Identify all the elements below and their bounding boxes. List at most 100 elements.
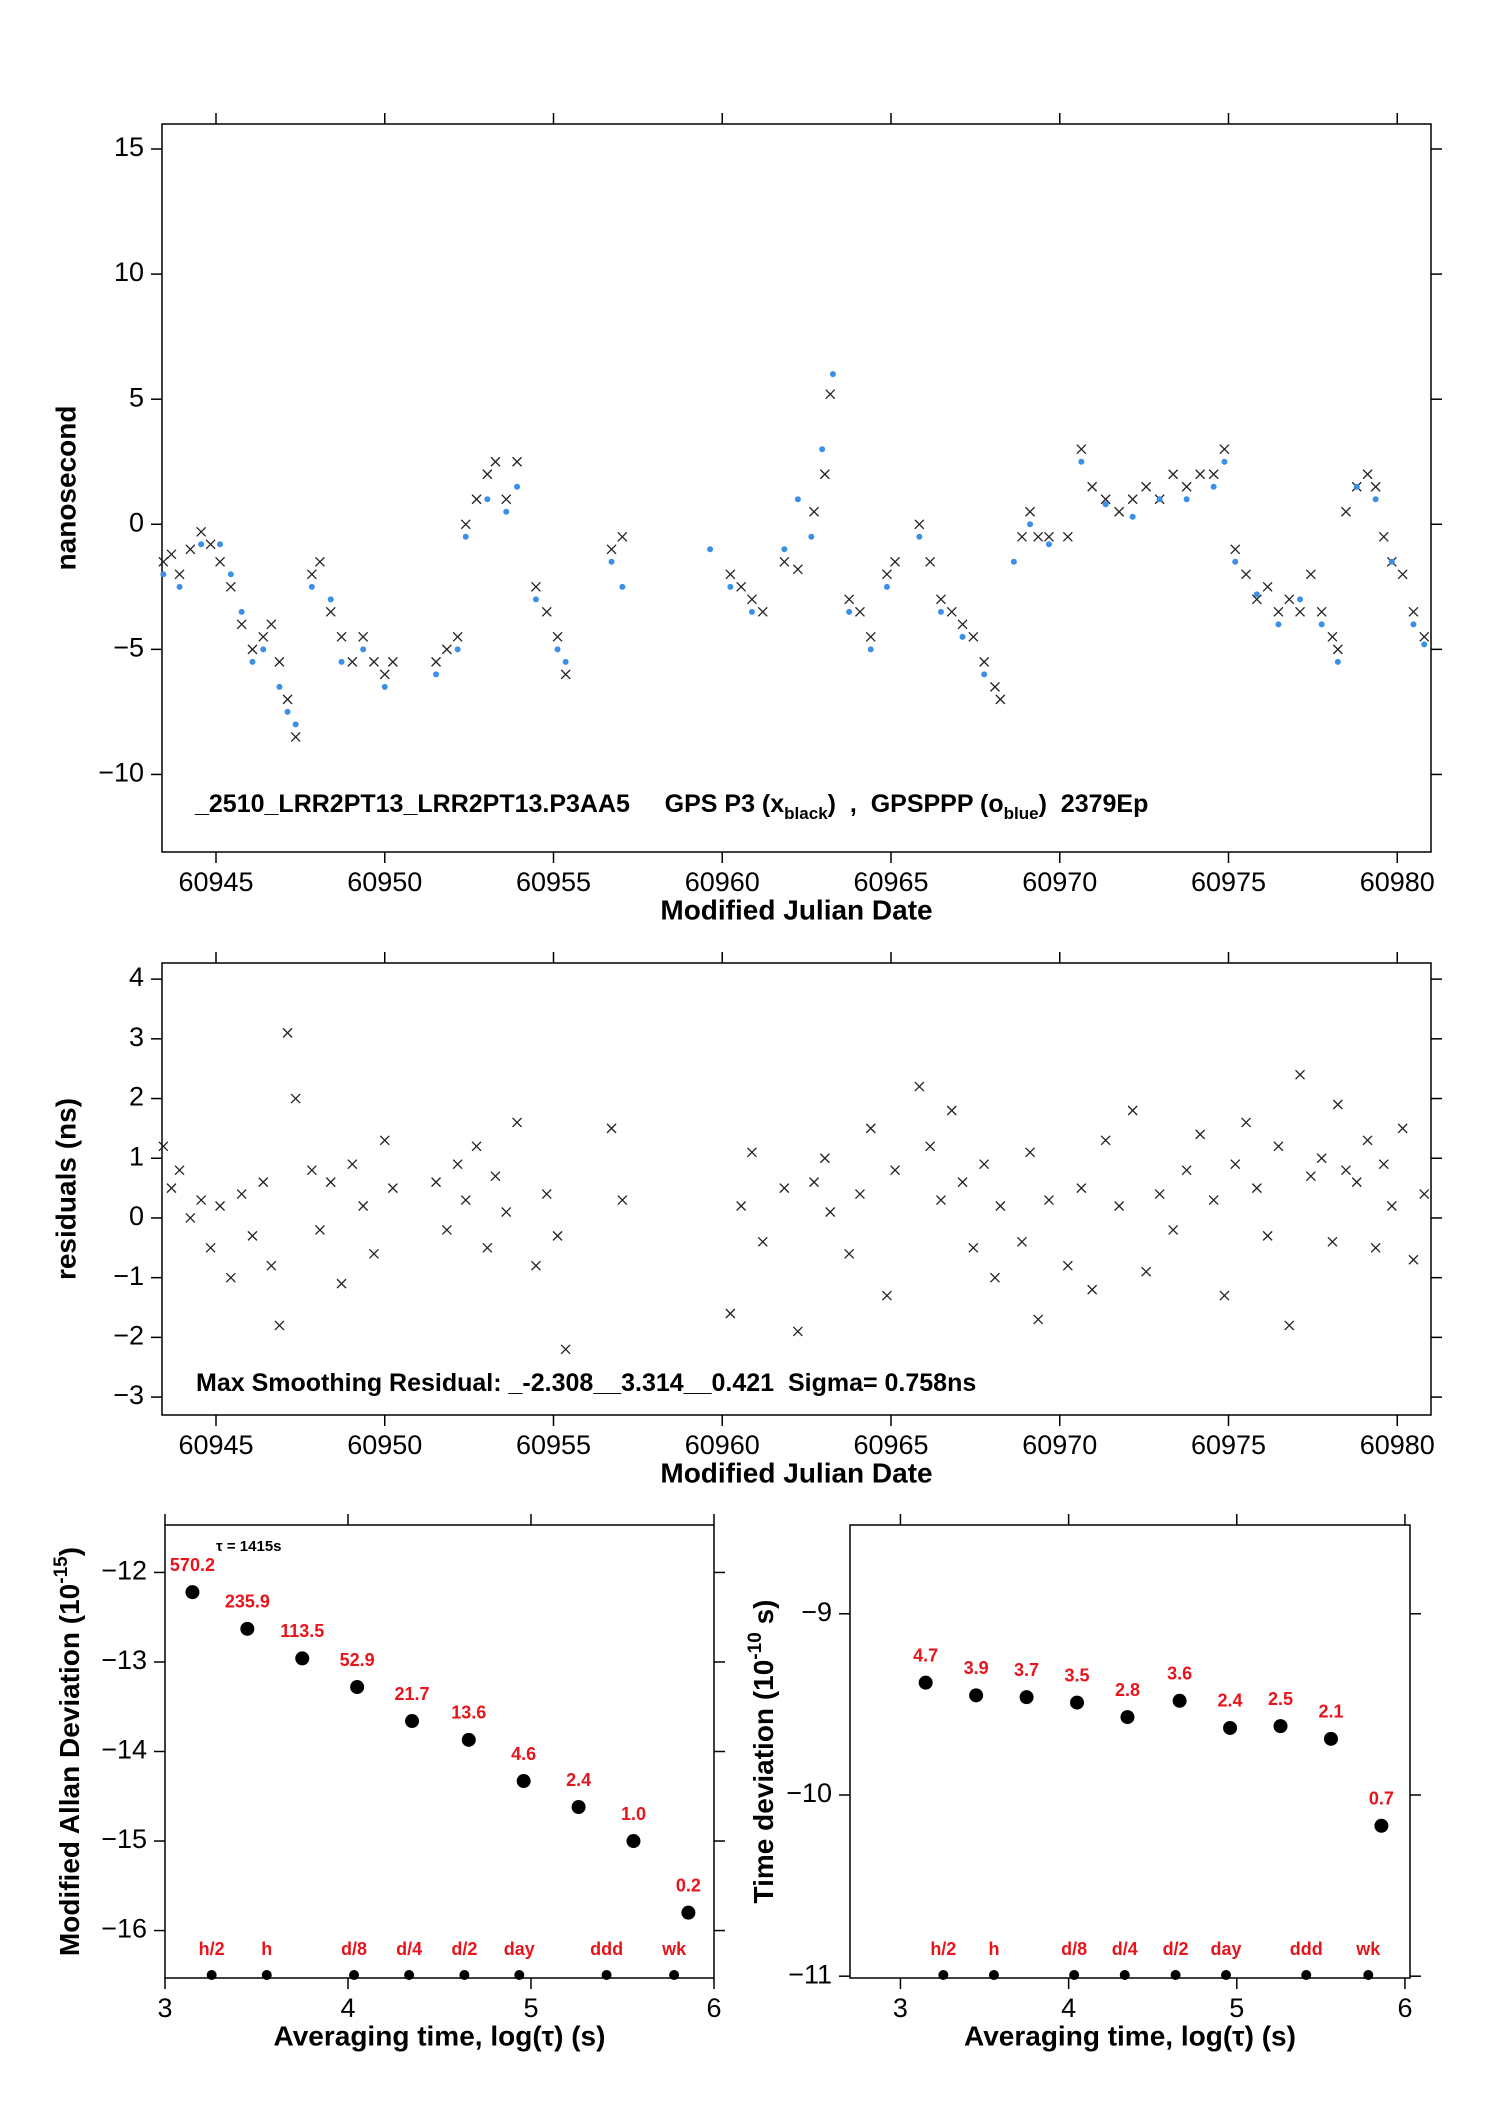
x-point <box>1033 531 1044 542</box>
x-point <box>844 1248 855 1259</box>
y-axis-title-part: ) <box>54 1547 85 1556</box>
y-tick-label: −11 <box>788 1959 832 1989</box>
dot-point <box>981 671 988 678</box>
x-point <box>979 656 990 667</box>
x-point <box>215 1201 226 1211</box>
point-label: 3.5 <box>1065 1665 1090 1685</box>
x-point <box>1025 1147 1036 1158</box>
x-point <box>387 1183 398 1194</box>
y-tick-label: −3 <box>113 1380 144 1410</box>
point <box>461 1732 476 1747</box>
x-tick-label: 60950 <box>347 1430 422 1460</box>
y-tick-label: −5 <box>113 632 144 662</box>
x-point <box>606 544 617 555</box>
x-point <box>325 1177 336 1188</box>
dot-point <box>748 608 755 615</box>
x-point <box>1340 506 1351 517</box>
plot-frame <box>849 1524 1411 1979</box>
x-point <box>166 549 177 560</box>
dot-point <box>819 446 826 453</box>
x-axis-title: Averaging time, log(τ) (s) <box>274 2020 606 2051</box>
dot-point <box>794 496 801 503</box>
x-tick-label: 5 <box>1229 1993 1244 2023</box>
x-axis-title: Modified Julian Date <box>660 1457 932 1488</box>
x-point <box>1016 1236 1027 1247</box>
x-point <box>1141 481 1152 492</box>
x-point <box>482 1242 493 1253</box>
x-point <box>1378 531 1389 542</box>
x-point <box>512 456 523 467</box>
x-point <box>1168 469 1179 480</box>
x-point <box>819 1153 830 1164</box>
y-tick-label: −10 <box>98 758 144 788</box>
x-point <box>854 1189 865 1200</box>
y-tick-label: −2 <box>113 1321 144 1351</box>
interval-label: d/2 <box>451 1939 477 1959</box>
x-point <box>968 1242 979 1253</box>
x-point <box>1408 606 1419 617</box>
point-label: 2.4 <box>1218 1691 1243 1711</box>
x-point <box>431 1177 442 1188</box>
x-point <box>1208 469 1219 480</box>
x-point <box>779 556 790 567</box>
x-point <box>1076 444 1087 455</box>
x-point <box>1332 644 1343 655</box>
x-tick-label: 60945 <box>178 1430 253 1460</box>
x-point <box>1154 1189 1165 1200</box>
y-axis-title-part: Time deviation (10 <box>748 1660 779 1904</box>
x-point <box>174 1165 185 1176</box>
x-point <box>1016 531 1027 542</box>
x-point <box>1262 581 1273 592</box>
y-tick-label: 4 <box>129 962 144 992</box>
x-tick-label: 4 <box>340 1993 355 2023</box>
x-point <box>1195 1129 1206 1140</box>
x-point <box>274 1320 285 1331</box>
x-point <box>452 631 463 642</box>
annotation-part: ) 2379Ep <box>1039 790 1149 818</box>
dot-point <box>1210 483 1217 490</box>
x-point <box>336 1278 347 1289</box>
plot-frame <box>161 123 1432 853</box>
dot-point <box>514 483 521 490</box>
interval-marker <box>1170 1970 1181 1980</box>
y-tick-label: 10 <box>114 257 144 287</box>
x-point <box>757 606 768 617</box>
y-tick-label: −13 <box>101 1645 147 1675</box>
x-point <box>1305 569 1316 580</box>
x-point <box>1043 1195 1054 1206</box>
x-point <box>1386 1201 1397 1211</box>
dot-point <box>1232 558 1239 565</box>
dot-point <box>260 646 267 653</box>
x-point <box>1114 506 1125 517</box>
x-point <box>946 1105 957 1116</box>
dot-point <box>1297 596 1304 603</box>
annotation-part: blue <box>1004 804 1039 823</box>
dot-point <box>937 608 944 615</box>
x-point <box>1230 544 1241 555</box>
x-point <box>1241 569 1252 580</box>
x-tick-label: 4 <box>1061 1993 1076 2023</box>
x-point <box>552 631 563 642</box>
point <box>918 1675 933 1690</box>
x-point <box>1295 606 1306 617</box>
x-point <box>541 1189 552 1200</box>
x-point <box>266 1260 277 1271</box>
x-tick-label: 60945 <box>178 867 253 897</box>
point-label: 113.5 <box>280 1621 324 1641</box>
point <box>969 1688 984 1703</box>
x-axis-title: Averaging time, log(τ) (s) <box>964 2020 1296 2051</box>
x-point <box>1033 1314 1044 1325</box>
point <box>1019 1690 1034 1705</box>
point-label: 3.9 <box>964 1658 989 1678</box>
y-tick-label: 0 <box>129 507 144 537</box>
x-point <box>471 1141 482 1152</box>
dot-point <box>916 533 923 540</box>
dot-point <box>1183 496 1190 503</box>
x-point <box>1419 1189 1430 1200</box>
x-point <box>1362 469 1373 480</box>
x-point <box>441 1224 452 1235</box>
x-tick-label: 6 <box>706 1993 721 2023</box>
x-point <box>185 1213 196 1223</box>
interval-marker <box>669 1970 680 1980</box>
